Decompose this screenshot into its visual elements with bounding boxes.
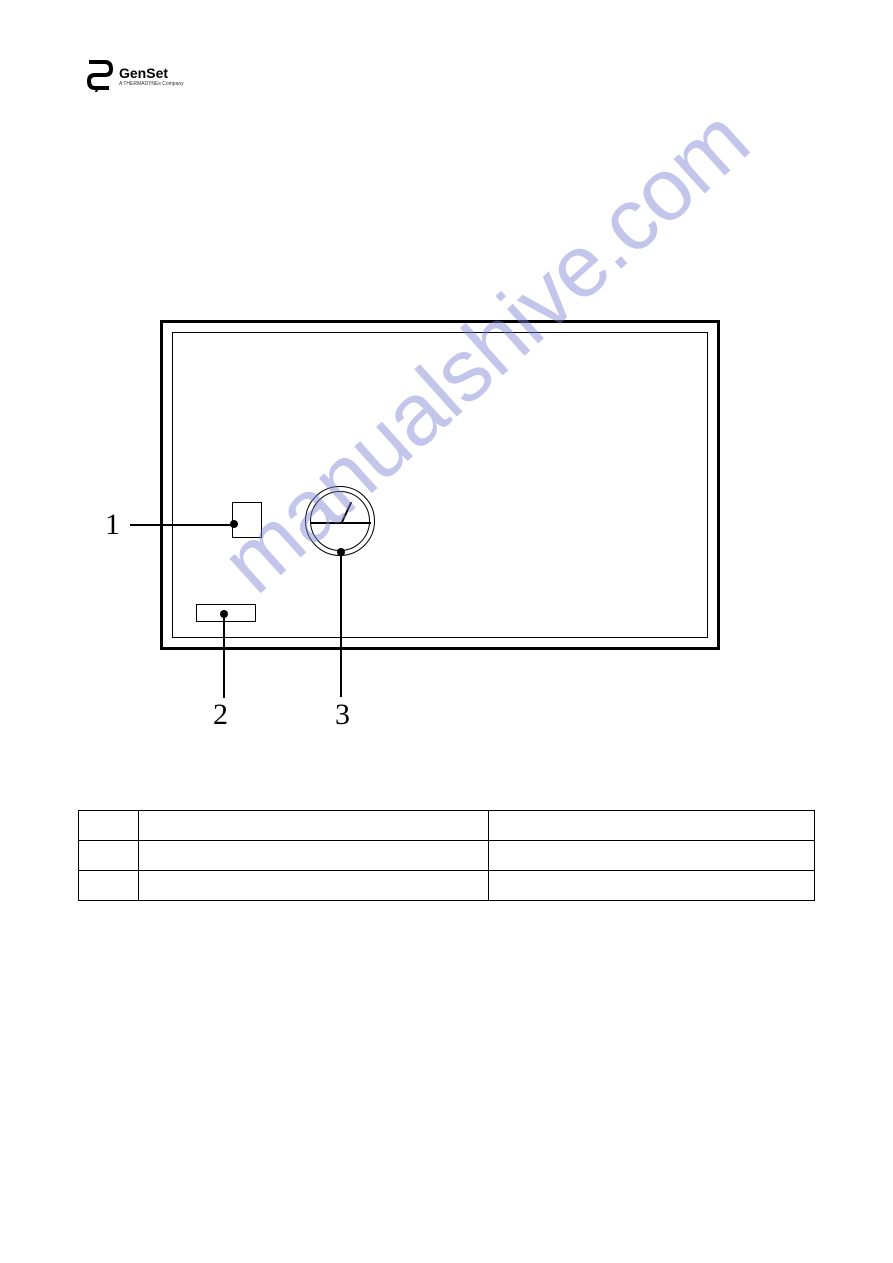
callout-line-3: [340, 552, 342, 697]
table-cell: [489, 811, 815, 841]
legend-table: [78, 810, 815, 901]
logo-brand-name: GenSet: [119, 65, 184, 81]
brand-logo: GenSet A THERMADYNEs Company: [85, 60, 184, 92]
callout-dot-3: [337, 548, 345, 556]
table-cell: [139, 871, 489, 901]
gauge-needle: [341, 502, 352, 523]
table-cell: [79, 871, 139, 901]
table-cell: [79, 841, 139, 871]
inner-frame: [172, 332, 708, 638]
gauge-inner-circle: [310, 491, 370, 551]
gauge-horizontal-line: [311, 522, 371, 524]
table-row: [79, 841, 815, 871]
callout-dot-2: [220, 610, 228, 618]
callout-line-1: [130, 524, 232, 526]
table: [78, 810, 815, 901]
table-cell: [79, 811, 139, 841]
table-row: [79, 811, 815, 841]
panel-diagram: 1 2 3: [160, 320, 720, 650]
callout-line-2: [223, 618, 225, 698]
logo-text: GenSet A THERMADYNEs Company: [119, 65, 184, 87]
logo-tagline: A THERMADYNEs Company: [119, 81, 184, 87]
table-cell: [139, 841, 489, 871]
callout-label-3: 3: [335, 698, 350, 732]
table-row: [79, 871, 815, 901]
table-cell: [489, 871, 815, 901]
table-cell: [489, 841, 815, 871]
logo-mark: [85, 60, 115, 92]
table-cell: [139, 811, 489, 841]
callout-label-1: 1: [105, 508, 120, 542]
callout-label-2: 2: [213, 698, 228, 732]
callout-dot-1: [230, 520, 238, 528]
